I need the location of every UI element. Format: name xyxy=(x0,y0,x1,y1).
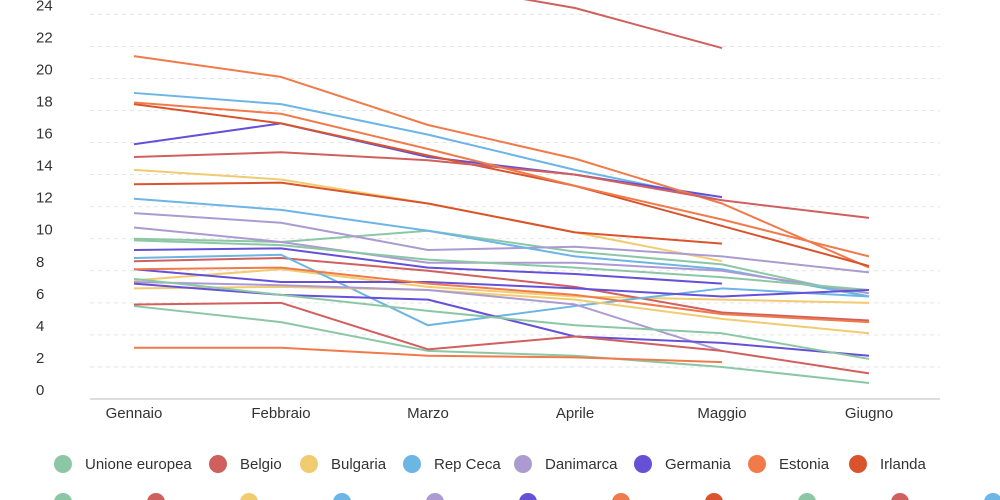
y-tick-label: 6 xyxy=(36,286,44,303)
legend-marker xyxy=(519,493,537,500)
series-line xyxy=(133,55,870,269)
x-tick-label: Febbraio xyxy=(251,405,310,422)
series-line xyxy=(133,268,870,304)
series-line xyxy=(133,181,723,245)
legend-label: Rep Ceca xyxy=(434,456,501,473)
legend-marker xyxy=(748,455,766,473)
legend-label: Unione europea xyxy=(85,456,192,473)
series-line xyxy=(133,253,870,327)
series-line xyxy=(134,346,723,364)
x-tick-label: Aprile xyxy=(556,405,594,422)
legend-marker xyxy=(333,493,351,500)
x-tick-label: Marzo xyxy=(407,405,449,422)
y-tick-label: 2 xyxy=(36,350,44,367)
series-line xyxy=(133,268,870,298)
y-tick-label: 0 xyxy=(36,382,44,399)
legend-label: Belgio xyxy=(240,456,282,473)
y-tick-label: 8 xyxy=(36,254,44,271)
legend-label: Bulgaria xyxy=(331,456,387,473)
series-line xyxy=(523,0,723,50)
x-tick-label: Giugno xyxy=(845,405,893,422)
legend-marker xyxy=(705,493,723,500)
legend-marker xyxy=(426,493,444,500)
legend-marker xyxy=(634,455,652,473)
series-line xyxy=(133,305,870,384)
y-tick-label: 24 xyxy=(36,0,53,14)
series-line xyxy=(133,266,870,324)
y-tick-label: 16 xyxy=(36,126,53,143)
series-line xyxy=(133,229,870,298)
legend-marker xyxy=(612,493,630,500)
legend-label: Estonia xyxy=(779,456,830,473)
legend-marker xyxy=(891,493,909,500)
legend-label: Danimarca xyxy=(545,456,618,473)
series-line xyxy=(133,122,723,199)
legend-marker xyxy=(984,493,1000,500)
legend-label: Germania xyxy=(665,456,732,473)
legend-marker xyxy=(849,455,867,473)
series-line xyxy=(133,285,870,335)
series-line xyxy=(133,277,870,360)
series-line xyxy=(133,103,870,267)
series-line xyxy=(133,91,723,202)
y-tick-label: 10 xyxy=(36,222,53,239)
plot-area xyxy=(133,0,870,384)
series-line xyxy=(133,301,870,375)
x-tick-label: Maggio xyxy=(697,405,746,422)
legend-marker xyxy=(240,493,258,500)
legend-marker xyxy=(514,455,532,473)
y-tick-label: 4 xyxy=(36,318,44,335)
y-tick-label: 18 xyxy=(36,94,53,111)
legend-marker xyxy=(147,493,165,500)
legend-label: Irlanda xyxy=(880,456,927,473)
series-line xyxy=(133,239,870,292)
y-tick-label: 12 xyxy=(36,190,53,207)
series-line xyxy=(133,101,870,258)
y-tick-label: 20 xyxy=(36,61,53,78)
series-line xyxy=(133,281,723,352)
series-line xyxy=(133,247,723,285)
legend-marker xyxy=(798,493,816,500)
legend-marker xyxy=(300,455,318,473)
series-line xyxy=(133,256,870,322)
series-line xyxy=(133,212,870,274)
legend-marker xyxy=(54,493,72,500)
legend-marker xyxy=(403,455,421,473)
legend-marker xyxy=(209,455,227,473)
y-tick-label: 22 xyxy=(36,29,53,46)
legend: Unione europea Belgio Bulgaria Rep Ceca Dani… xyxy=(54,455,1000,500)
legend-marker xyxy=(54,455,72,473)
x-tick-label: Gennaio xyxy=(106,405,163,422)
y-tick-label: 14 xyxy=(36,158,53,175)
